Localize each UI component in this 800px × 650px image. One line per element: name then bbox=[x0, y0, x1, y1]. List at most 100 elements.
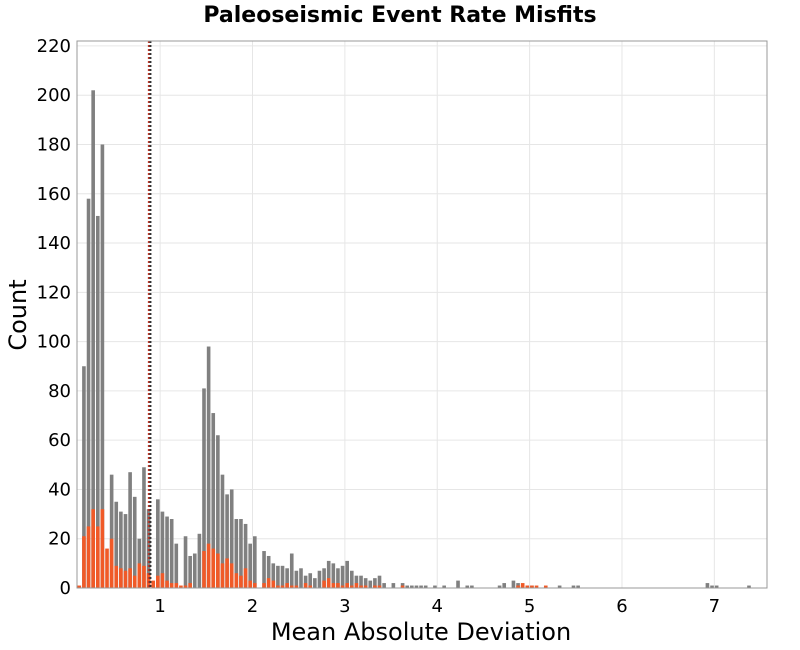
histogram-bar bbox=[119, 511, 123, 588]
histogram-bar bbox=[234, 519, 239, 588]
histogram-bar bbox=[331, 563, 336, 588]
histogram-bar bbox=[132, 575, 137, 588]
histogram-bar bbox=[313, 578, 317, 588]
histogram-bar bbox=[345, 583, 349, 588]
histogram-bar bbox=[414, 585, 419, 588]
histogram-bar bbox=[216, 435, 220, 588]
histogram-bar bbox=[525, 585, 530, 588]
x-tick-label: 1 bbox=[154, 596, 165, 617]
reference-lines bbox=[147, 41, 152, 588]
histogram-bar bbox=[253, 583, 257, 588]
histogram-bar bbox=[326, 578, 331, 588]
histogram-bar bbox=[534, 585, 539, 588]
histogram-bar bbox=[391, 583, 396, 588]
histogram-bar bbox=[105, 548, 109, 588]
y-tick-label: 160 bbox=[37, 184, 71, 205]
histogram-bar bbox=[576, 585, 580, 588]
histogram-bar bbox=[543, 585, 548, 588]
histogram-bar bbox=[128, 472, 132, 588]
histogram-bar bbox=[710, 585, 714, 588]
chart-title: Paleoseismic Event Rate Misfits bbox=[203, 3, 596, 28]
histogram-bar bbox=[179, 585, 183, 588]
histogram-bar bbox=[174, 543, 179, 588]
y-tick-label: 40 bbox=[48, 479, 71, 500]
histogram-bar bbox=[183, 536, 188, 588]
histogram-bar bbox=[229, 489, 234, 588]
histogram-bar bbox=[303, 583, 308, 588]
histogram-bar bbox=[211, 413, 216, 588]
y-tick-label: 100 bbox=[37, 332, 71, 353]
histogram-bar bbox=[382, 583, 386, 588]
histogram-bar bbox=[354, 575, 359, 588]
histogram-bar bbox=[280, 565, 285, 588]
histogram-bar bbox=[151, 580, 156, 588]
x-tick-label: 5 bbox=[524, 596, 535, 617]
histogram-bar bbox=[169, 519, 174, 588]
histogram-bar bbox=[377, 575, 382, 588]
histogram-bar bbox=[714, 585, 719, 588]
histogram-bar bbox=[82, 366, 86, 588]
bar-series-1 bbox=[77, 509, 548, 588]
histogram-bar bbox=[160, 511, 165, 588]
histogram-bar bbox=[571, 585, 576, 588]
histogram-bar bbox=[405, 585, 410, 588]
histogram-bar bbox=[156, 575, 160, 588]
histogram-bar bbox=[280, 585, 285, 588]
histogram-bar bbox=[174, 583, 179, 588]
histogram-bar bbox=[243, 568, 248, 588]
histogram-bar bbox=[368, 580, 373, 588]
histogram-bar bbox=[345, 560, 349, 588]
histogram-bar bbox=[206, 543, 211, 588]
x-tick-label: 7 bbox=[709, 596, 720, 617]
histogram-bar bbox=[285, 583, 289, 588]
bar-series-0 bbox=[82, 90, 751, 588]
histogram-bar bbox=[336, 568, 340, 588]
histogram-bar bbox=[520, 583, 525, 588]
histogram-bar bbox=[303, 575, 308, 588]
histogram-bar bbox=[317, 570, 322, 588]
histogram-bar bbox=[410, 585, 414, 588]
histogram-bar bbox=[100, 509, 105, 588]
histogram-bar bbox=[349, 585, 354, 588]
histogram-bar bbox=[220, 563, 225, 588]
y-tick-label: 140 bbox=[37, 233, 71, 254]
histogram-bar bbox=[271, 580, 276, 588]
tick-labels: 1 2 3 4 5 6 7 0 20 40 60 80 100 120 140 160 180 200 220 bbox=[37, 36, 720, 617]
histogram-bar bbox=[109, 538, 114, 588]
histogram-bar bbox=[234, 573, 239, 588]
histogram-bar bbox=[266, 578, 271, 588]
histogram-bar bbox=[377, 585, 382, 588]
y-tick-label: 60 bbox=[48, 430, 71, 451]
histogram-bar bbox=[322, 568, 326, 588]
plot-frame bbox=[76, 40, 768, 589]
y-tick-label: 20 bbox=[48, 529, 71, 550]
histogram-bar bbox=[419, 585, 423, 588]
x-tick-label: 4 bbox=[432, 596, 443, 617]
histogram-bar bbox=[202, 551, 206, 588]
histogram-bar bbox=[326, 560, 331, 588]
histogram-bar bbox=[197, 533, 202, 588]
histogram-bar bbox=[95, 526, 100, 588]
histogram-bar bbox=[146, 573, 151, 588]
histogram-bar bbox=[86, 526, 91, 588]
histogram-bar bbox=[91, 90, 95, 588]
histogram-bar bbox=[100, 144, 105, 588]
histogram-bar bbox=[373, 585, 377, 588]
histogram-bar bbox=[119, 568, 123, 588]
histogram-bar bbox=[146, 509, 151, 588]
histogram-bar bbox=[294, 585, 299, 588]
histogram-bar bbox=[294, 570, 299, 588]
grid bbox=[77, 41, 767, 589]
y-tick-label: 180 bbox=[37, 134, 71, 155]
histogram-bar bbox=[206, 346, 211, 588]
histogram-bar bbox=[160, 573, 165, 588]
y-tick-label: 220 bbox=[37, 36, 71, 57]
histogram-bar bbox=[289, 585, 294, 588]
histogram-bar bbox=[349, 570, 354, 588]
histogram-bar bbox=[253, 536, 257, 588]
histogram-bar bbox=[229, 563, 234, 588]
histogram-bar bbox=[423, 585, 428, 588]
histogram-bar bbox=[95, 215, 100, 588]
histogram-bar bbox=[188, 555, 192, 588]
